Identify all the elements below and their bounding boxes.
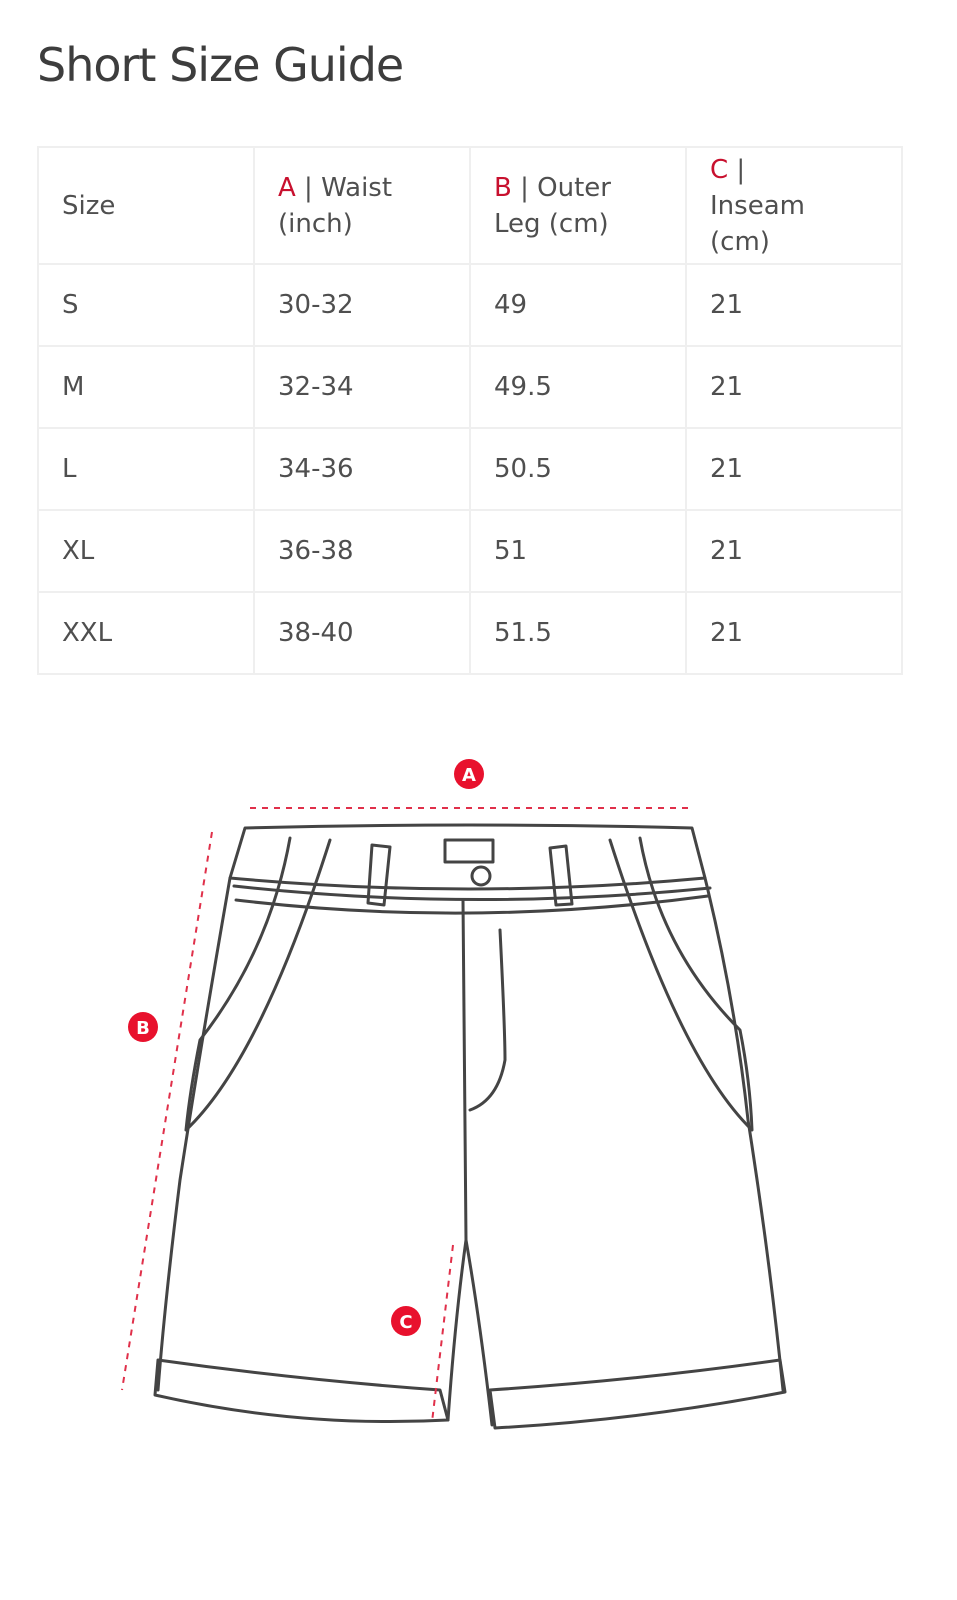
header-letter: C (710, 154, 729, 185)
header-outer-leg: B | Outer Leg (cm) (469, 146, 687, 265)
header-letter: B (494, 172, 512, 203)
cell-waist: 34-36 (253, 427, 471, 511)
table-row: M 32-34 49.5 21 (37, 345, 903, 429)
header-letter: A (278, 172, 296, 203)
header-label: Size (62, 190, 116, 221)
table-header-row: Size A | Waist (inch) B | Outer Leg (cm)… (37, 146, 903, 265)
table-row: S 30-32 49 21 (37, 263, 903, 347)
cell-size: S (37, 263, 255, 347)
cell-inseam: 21 (685, 345, 903, 429)
marker-c: C (391, 1306, 421, 1336)
cell-waist: 36-38 (253, 509, 471, 593)
cell-outer-leg: 50.5 (469, 427, 687, 511)
cell-inseam: 21 (685, 263, 903, 347)
header-size: Size (37, 146, 255, 265)
header-label: | Waist (inch) (278, 172, 393, 239)
cell-waist: 30-32 (253, 263, 471, 347)
cell-inseam: 21 (685, 591, 903, 675)
cell-inseam: 21 (685, 427, 903, 511)
header-label: | Inseam (cm) (710, 154, 805, 257)
page-title: Short Size Guide (37, 38, 404, 92)
table-row: L 34-36 50.5 21 (37, 427, 903, 511)
cell-outer-leg: 49.5 (469, 345, 687, 429)
marker-label: C (399, 1312, 412, 1333)
marker-label: B (136, 1018, 150, 1039)
marker-label: A (462, 765, 476, 786)
measurement-lines (121, 807, 688, 1423)
cell-outer-leg: 49 (469, 263, 687, 347)
cell-size: XL (37, 509, 255, 593)
header-waist: A | Waist (inch) (253, 146, 471, 265)
table-row: XXL 38-40 51.5 21 (37, 591, 903, 675)
cell-waist: 38-40 (253, 591, 471, 675)
marker-b: B (128, 1012, 158, 1042)
cell-size: M (37, 345, 255, 429)
table-row: XL 36-38 51 21 (37, 509, 903, 593)
cell-size: XXL (37, 591, 255, 675)
cell-outer-leg: 51 (469, 509, 687, 593)
size-table: Size A | Waist (inch) B | Outer Leg (cm)… (37, 146, 903, 675)
cell-size: L (37, 427, 255, 511)
shorts-outline (153, 823, 787, 1430)
marker-a: A (454, 759, 484, 789)
shorts-diagram: A B C (121, 759, 787, 1430)
header-label: | Outer Leg (cm) (494, 172, 611, 239)
cell-waist: 32-34 (253, 345, 471, 429)
header-inseam: C | Inseam (cm) (685, 146, 903, 265)
cell-inseam: 21 (685, 509, 903, 593)
cell-outer-leg: 51.5 (469, 591, 687, 675)
